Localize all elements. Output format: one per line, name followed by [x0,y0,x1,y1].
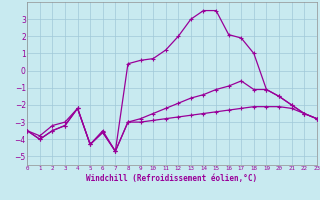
X-axis label: Windchill (Refroidissement éolien,°C): Windchill (Refroidissement éolien,°C) [86,174,258,183]
